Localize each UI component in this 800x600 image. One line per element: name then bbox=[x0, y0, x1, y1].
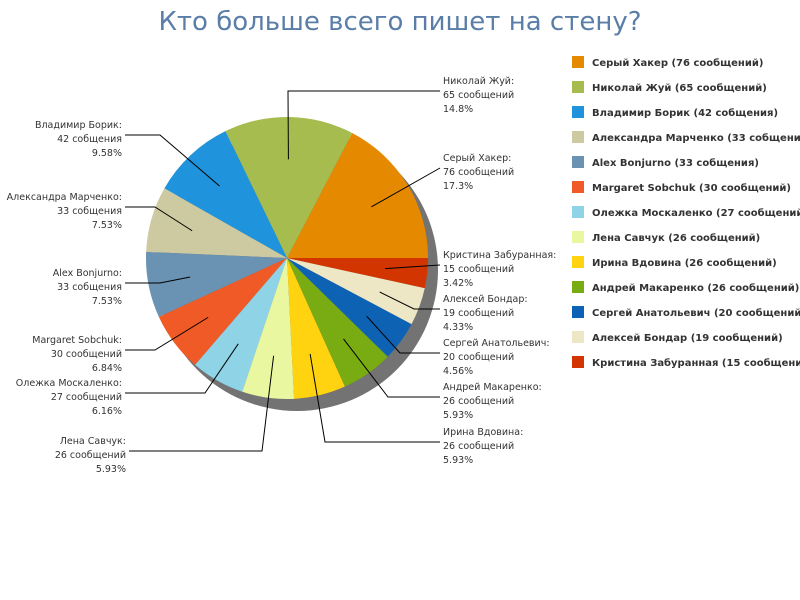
slice-label: Ирина Вдовина: bbox=[443, 427, 523, 438]
legend-label: Alex Bonjurno (33 собщения) bbox=[592, 157, 759, 169]
slice-label: Лена Савчук: bbox=[60, 436, 126, 447]
slice-label: Сергей Анатольевич: bbox=[443, 338, 550, 349]
leader-line bbox=[366, 315, 440, 354]
slice-label: Николай Жуй: bbox=[443, 76, 514, 87]
slice-value-label: 20 сообщений bbox=[443, 352, 514, 363]
leader-line bbox=[125, 276, 191, 284]
slice-value-label: 19 сообщений bbox=[443, 308, 514, 319]
legend-label: Серый Хакер (76 сообщений) bbox=[592, 57, 763, 69]
slice-value-label: 30 сообщений bbox=[51, 349, 122, 360]
legend-label: Лена Савчук (26 сообщений) bbox=[592, 232, 760, 244]
slice-percent-label: 14.8% bbox=[443, 104, 473, 115]
slice-percent-label: 17.3% bbox=[443, 181, 473, 192]
slice-label: Андрей Макаренко: bbox=[443, 382, 542, 393]
leader-line bbox=[385, 264, 441, 270]
pie-slice bbox=[242, 258, 295, 399]
pie-slice bbox=[287, 258, 425, 325]
slice-value-label: 65 сообщений bbox=[443, 90, 514, 101]
pie-slice bbox=[146, 251, 287, 317]
slice-percent-label: 5.93% bbox=[443, 410, 473, 421]
legend-label: Владимир Борик (42 собщения) bbox=[592, 107, 778, 119]
pie-slice bbox=[158, 258, 287, 365]
legend-swatch bbox=[572, 156, 584, 168]
pie-slice bbox=[287, 258, 428, 289]
pie-slice bbox=[195, 258, 287, 392]
slice-percent-label: 5.93% bbox=[443, 455, 473, 466]
legend-swatch bbox=[572, 106, 584, 118]
legend-swatch bbox=[572, 256, 584, 268]
legend-label: Margaret Sobchuk (30 сообщений) bbox=[592, 182, 791, 194]
slice-percent-label: 3.42% bbox=[443, 278, 473, 289]
legend-label: Алексей Бондар (19 сообщений) bbox=[592, 332, 783, 344]
slice-value-label: 76 сообщений bbox=[443, 167, 514, 178]
slice-label: Владимир Борик: bbox=[35, 120, 122, 131]
slice-percent-label: 5.93% bbox=[96, 464, 126, 475]
legend-label: Олежка Москаленко (27 сообщений) bbox=[592, 207, 800, 219]
legend-label: Ирина Вдовина (26 сообщений) bbox=[592, 257, 777, 269]
pie-slice bbox=[287, 132, 428, 258]
legend-swatch bbox=[572, 231, 584, 243]
slice-label: Margaret Sobchuk: bbox=[32, 335, 122, 346]
legend-swatch bbox=[572, 281, 584, 293]
slice-value-label: 33 собщения bbox=[57, 206, 122, 217]
slice-value-label: 26 сообщений bbox=[443, 441, 514, 452]
leader-line bbox=[371, 167, 441, 208]
leader-line bbox=[287, 90, 440, 160]
pie-slice bbox=[164, 131, 287, 258]
slice-label: Alex Bonjurno: bbox=[53, 268, 122, 279]
legend-label: Андрей Макаренко (26 сообщений) bbox=[592, 282, 799, 294]
leader-line bbox=[125, 316, 209, 351]
leader-line bbox=[125, 134, 220, 187]
slice-percent-label: 9.58% bbox=[92, 148, 122, 159]
legend-label: Александра Марченко (33 собщения) bbox=[592, 132, 800, 144]
slice-label: Кристина Забуранная: bbox=[443, 250, 556, 261]
legend-swatch bbox=[572, 81, 584, 93]
legend-swatch bbox=[572, 356, 584, 368]
leader-line bbox=[309, 353, 440, 443]
legend-swatch bbox=[572, 306, 584, 318]
legend-swatch bbox=[572, 181, 584, 193]
slice-value-label: 42 собщения bbox=[57, 134, 122, 145]
legend-swatch bbox=[572, 56, 584, 68]
slice-label: Олежка Москаленко: bbox=[16, 378, 122, 389]
pie-slice bbox=[287, 258, 388, 387]
pie-slice bbox=[287, 258, 345, 399]
legend-label: Николай Жуй (65 сообщений) bbox=[592, 82, 767, 94]
leader-line bbox=[129, 355, 275, 452]
leader-line bbox=[379, 291, 440, 310]
slice-percent-label: 6.16% bbox=[92, 406, 122, 417]
slice-percent-label: 7.53% bbox=[92, 296, 122, 307]
pie-slice bbox=[225, 117, 353, 258]
legend-swatch bbox=[572, 131, 584, 143]
slice-value-label: 26 сообщений bbox=[55, 450, 126, 461]
leader-line bbox=[343, 338, 440, 398]
slice-label: Серый Хакер: bbox=[443, 153, 511, 164]
leader-line bbox=[125, 206, 193, 232]
legend-swatch bbox=[572, 206, 584, 218]
leader-line bbox=[125, 343, 239, 394]
slice-value-label: 27 сообщений bbox=[51, 392, 122, 403]
slice-label: Александра Марченко: bbox=[7, 192, 122, 203]
slice-value-label: 33 собщения bbox=[57, 282, 122, 293]
slice-percent-label: 7.53% bbox=[92, 220, 122, 231]
legend-label: Сергей Анатольевич (20 сообщений) bbox=[592, 307, 800, 319]
slice-percent-label: 4.33% bbox=[443, 322, 473, 333]
chart-title: Кто больше всего пишет на стену? bbox=[158, 7, 641, 37]
slice-label: Алексей Бондар: bbox=[443, 294, 528, 305]
legend-label: Кристина Забуранная (15 сообщений) bbox=[592, 357, 800, 369]
slice-value-label: 26 сообщений bbox=[443, 396, 514, 407]
slice-percent-label: 6.84% bbox=[92, 363, 122, 374]
pie-slice bbox=[146, 188, 287, 258]
legend-swatch bbox=[572, 331, 584, 343]
slice-value-label: 15 сообщений bbox=[443, 264, 514, 275]
slice-percent-label: 4.56% bbox=[443, 366, 473, 377]
